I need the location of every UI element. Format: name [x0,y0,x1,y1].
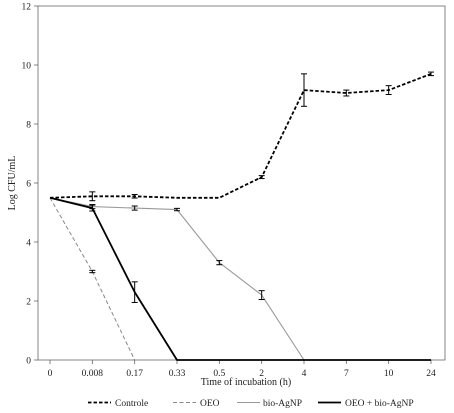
y-tick-label: 6 [26,180,31,190]
legend-label: bio-AgNP [263,399,302,409]
legend-label: OEO [200,399,220,409]
x-tick-label: 7 [344,369,349,379]
series-line [49,196,431,361]
y-tick-label: 0 [26,357,31,367]
series-bio-agnp [49,197,305,361]
x-tick-label: 0.008 [82,369,104,379]
y-tick-label: 8 [26,121,31,131]
legend-label: OEO + bio-AgNP [345,399,414,409]
x-tick-label: 0 [48,369,53,379]
plot-frame [37,5,446,361]
x-tick-label: 4 [302,369,307,379]
x-tick-label: 24 [426,369,436,379]
legend-item: OEO [173,399,220,409]
series-oeo-bio-agnp [49,196,432,361]
series-line [49,73,432,199]
x-axis-label: Time of incubation (h) [201,377,291,388]
y-tick-label: 12 [22,3,32,13]
x-tick-label: 2 [259,369,264,379]
y-tick-label: 4 [26,239,31,249]
x-tick-label: 0.5 [213,369,225,379]
legend: Controle OEO bio-AgNP OEO + bio-AgNP [88,399,414,409]
y-tick-label: 10 [22,62,32,72]
series-oeo [49,197,136,361]
legend-item: OEO + bio-AgNP [318,399,414,409]
x-tick-label: 0.33 [169,369,186,379]
legend-label: Controle [115,399,148,409]
series-controle [49,71,434,202]
y-tick-label: 2 [26,298,31,308]
legend-item: bio-AgNP [237,399,302,409]
x-tick-label: 10 [384,369,394,379]
series-layer [49,71,434,361]
series-line [49,197,136,361]
legend-item: Controle [88,399,148,409]
axis-labels: Log CFU/mL Time of incubation (h) [7,156,291,388]
series-line [49,197,305,361]
x-tick-label: 0.17 [126,369,143,379]
y-axis-label: Log CFU/mL [7,156,18,211]
